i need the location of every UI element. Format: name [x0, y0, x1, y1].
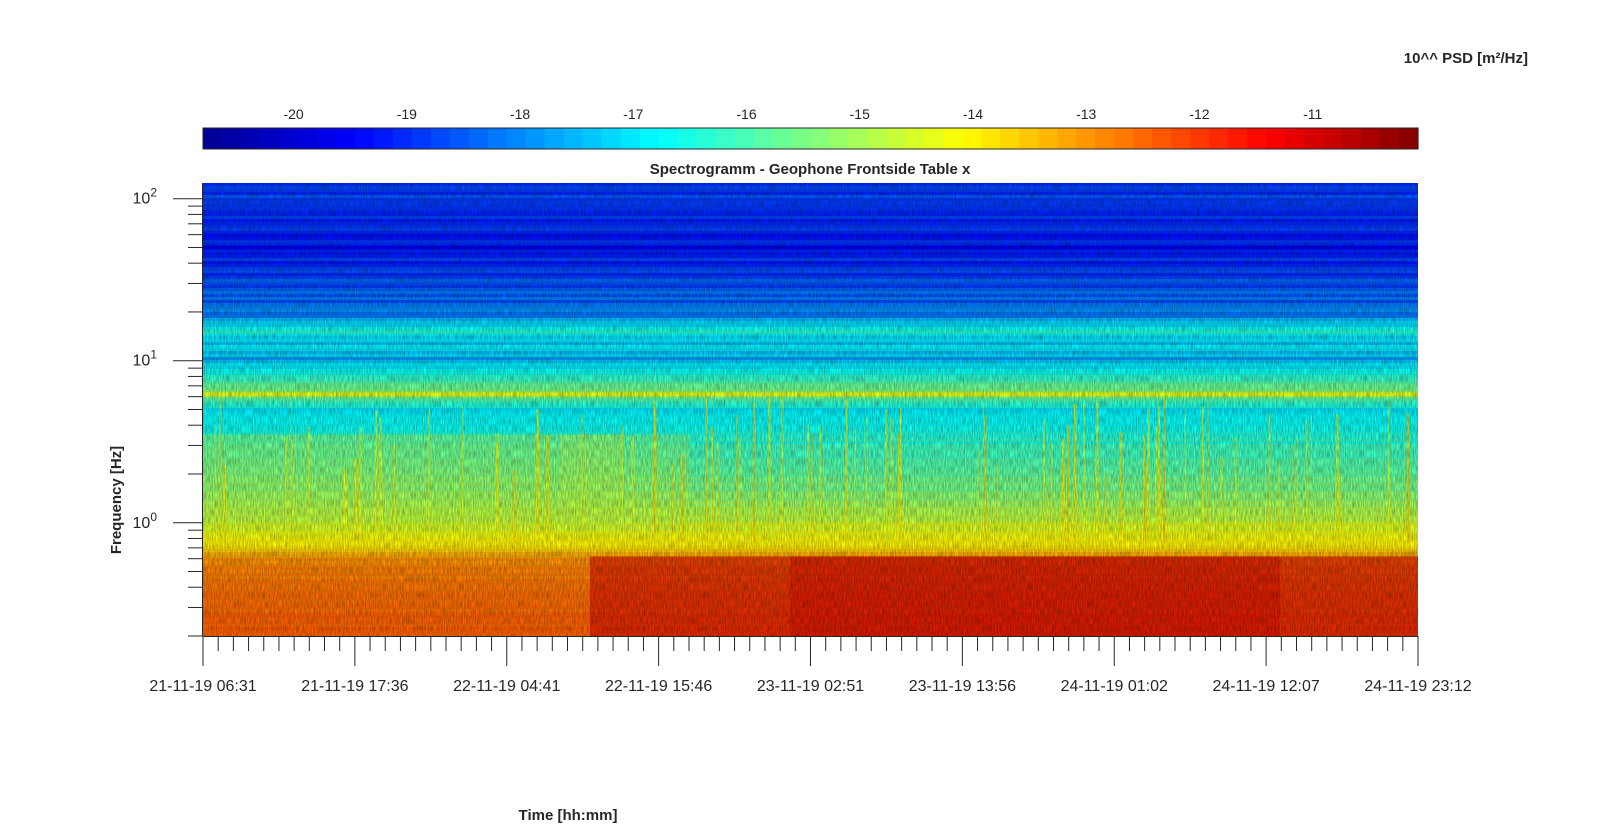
colorbar-segment: [1057, 128, 1077, 149]
colorbar-segment: [1019, 128, 1039, 149]
colorbar-segment: [1228, 128, 1248, 149]
colorbar-segment: [734, 128, 755, 149]
colorbar-segment: [639, 128, 660, 149]
colorbar-segment: [924, 128, 944, 149]
spectrogram-heatmap: [203, 183, 1418, 636]
x-tick-label: 24-11-19 12:07: [1212, 678, 1319, 695]
colorbar-segment: [525, 128, 546, 149]
colorbar-segment: [696, 128, 717, 149]
colorbar-segment: [1361, 128, 1381, 149]
colorbar-segment: [848, 128, 869, 149]
colorbar-segment: [1380, 128, 1400, 149]
colorbar-segment: [1133, 128, 1153, 149]
y-tick-label: 102: [133, 186, 158, 208]
colorbar-segment: [1114, 128, 1134, 149]
y-axis: 100 101 102: [133, 183, 203, 637]
colorbar-segment: [392, 128, 413, 149]
x-tick-label: 23-11-19 13:56: [909, 678, 1016, 695]
colorbar-segment: [1399, 128, 1419, 149]
x-tick-label: 21-11-19 06:31: [149, 678, 256, 695]
colorbar-tick-label: -16: [736, 106, 756, 122]
colorbar-segment: [981, 128, 1001, 149]
colorbar-segment: [430, 128, 451, 149]
colorbar-segment: [240, 128, 261, 149]
heatmap-noise-texture: [203, 183, 1418, 636]
colorbar-tick-label: -20: [283, 106, 303, 122]
colorbar-tick-labels: -20 -19 -18 -17 -16 -15 -14 -13 -12 -11: [283, 106, 1323, 133]
y-tick-label: 100: [133, 510, 158, 532]
colorbar-segment: [1000, 128, 1020, 149]
colorbar-frame: [202, 127, 1419, 150]
colorbar-segment: [411, 128, 432, 149]
colorbar-segment: [354, 128, 375, 149]
colorbar-label: 10^^ PSD [m²/Hz]: [1404, 50, 1528, 67]
colorbar: [203, 128, 1419, 149]
colorbar-tick-label: -13: [1076, 106, 1096, 122]
colorbar-segment: [601, 128, 622, 149]
colorbar-segment: [829, 128, 850, 149]
colorbar-segment: [316, 128, 337, 149]
colorbar-tick-label: -18: [510, 106, 530, 122]
colorbar-segment: [962, 128, 982, 149]
colorbar-segment: [468, 128, 489, 149]
x-tick-label: 22-11-19 15:46: [605, 678, 712, 695]
colorbar-segment: [1266, 128, 1286, 149]
colorbar-segment: [1247, 128, 1267, 149]
colorbar-segment: [1152, 128, 1172, 149]
colorbar-segment: [1209, 128, 1229, 149]
colorbar-segment: [753, 128, 774, 149]
colorbar-segment: [335, 128, 356, 149]
colorbar-segment: [1285, 128, 1305, 149]
colorbar-segment: [943, 128, 963, 149]
colorbar-segment: [373, 128, 394, 149]
colorbar-segment: [1038, 128, 1058, 149]
colorbar-tick-label: -14: [963, 106, 983, 122]
colorbar-segment: [867, 128, 888, 149]
colorbar-segment: [449, 128, 470, 149]
colorbar-segment: [1076, 128, 1096, 149]
colorbar-segment: [1342, 128, 1362, 149]
colorbar-segment: [1190, 128, 1210, 149]
x-tick-label: 23-11-19 02:51: [757, 678, 864, 695]
colorbar-segment: [1095, 128, 1115, 149]
x-tick-label: 22-11-19 04:41: [453, 678, 560, 695]
colorbar-segment: [677, 128, 698, 149]
x-tick-label: 24-11-19 23:12: [1364, 678, 1471, 695]
y-tick-label: 101: [133, 348, 158, 370]
colorbar-segment: [1323, 128, 1343, 149]
colorbar-segment: [259, 128, 280, 149]
colorbar-tick-label: -11: [1303, 106, 1322, 122]
colorbar-segment: [715, 128, 736, 149]
colorbar-tick-label: -12: [1189, 106, 1209, 122]
colorbar-segment: [487, 128, 508, 149]
x-axis: 21-11-19 06:31 21-11-19 17:36 22-11-19 04:…: [149, 636, 1472, 695]
x-tick-label: 21-11-19 17:36: [301, 678, 408, 695]
colorbar-segment: [221, 128, 242, 149]
colorbar-segment: [544, 128, 565, 149]
colorbar-segment: [582, 128, 603, 149]
x-axis-label: Time [hh:mm]: [519, 807, 618, 824]
colorbar-tick-label: -19: [397, 106, 417, 122]
colorbar-segment: [1171, 128, 1191, 149]
colorbar-segment: [810, 128, 831, 149]
colorbar-tick-label: -15: [850, 106, 870, 122]
colorbar-segment: [297, 128, 318, 149]
y-axis-label: Frequency [Hz]: [108, 446, 125, 554]
x-tick-label: 24-11-19 01:02: [1061, 678, 1168, 695]
colorbar-segment: [620, 128, 641, 149]
colorbar-segment: [278, 128, 299, 149]
colorbar-segment: [772, 128, 793, 149]
colorbar-segment: [658, 128, 679, 149]
colorbar-tick-label: -17: [623, 106, 643, 122]
colorbar-segment: [791, 128, 812, 149]
colorbar-segment: [1304, 128, 1324, 149]
colorbar-segment: [203, 128, 223, 149]
colorbar-segment: [905, 128, 925, 149]
colorbar-segment: [563, 128, 584, 149]
colorbar-segment: [506, 128, 527, 149]
colorbar-segment: [886, 128, 907, 149]
chart-title: Spectrogramm - Geophone Frontside Table …: [650, 161, 971, 178]
